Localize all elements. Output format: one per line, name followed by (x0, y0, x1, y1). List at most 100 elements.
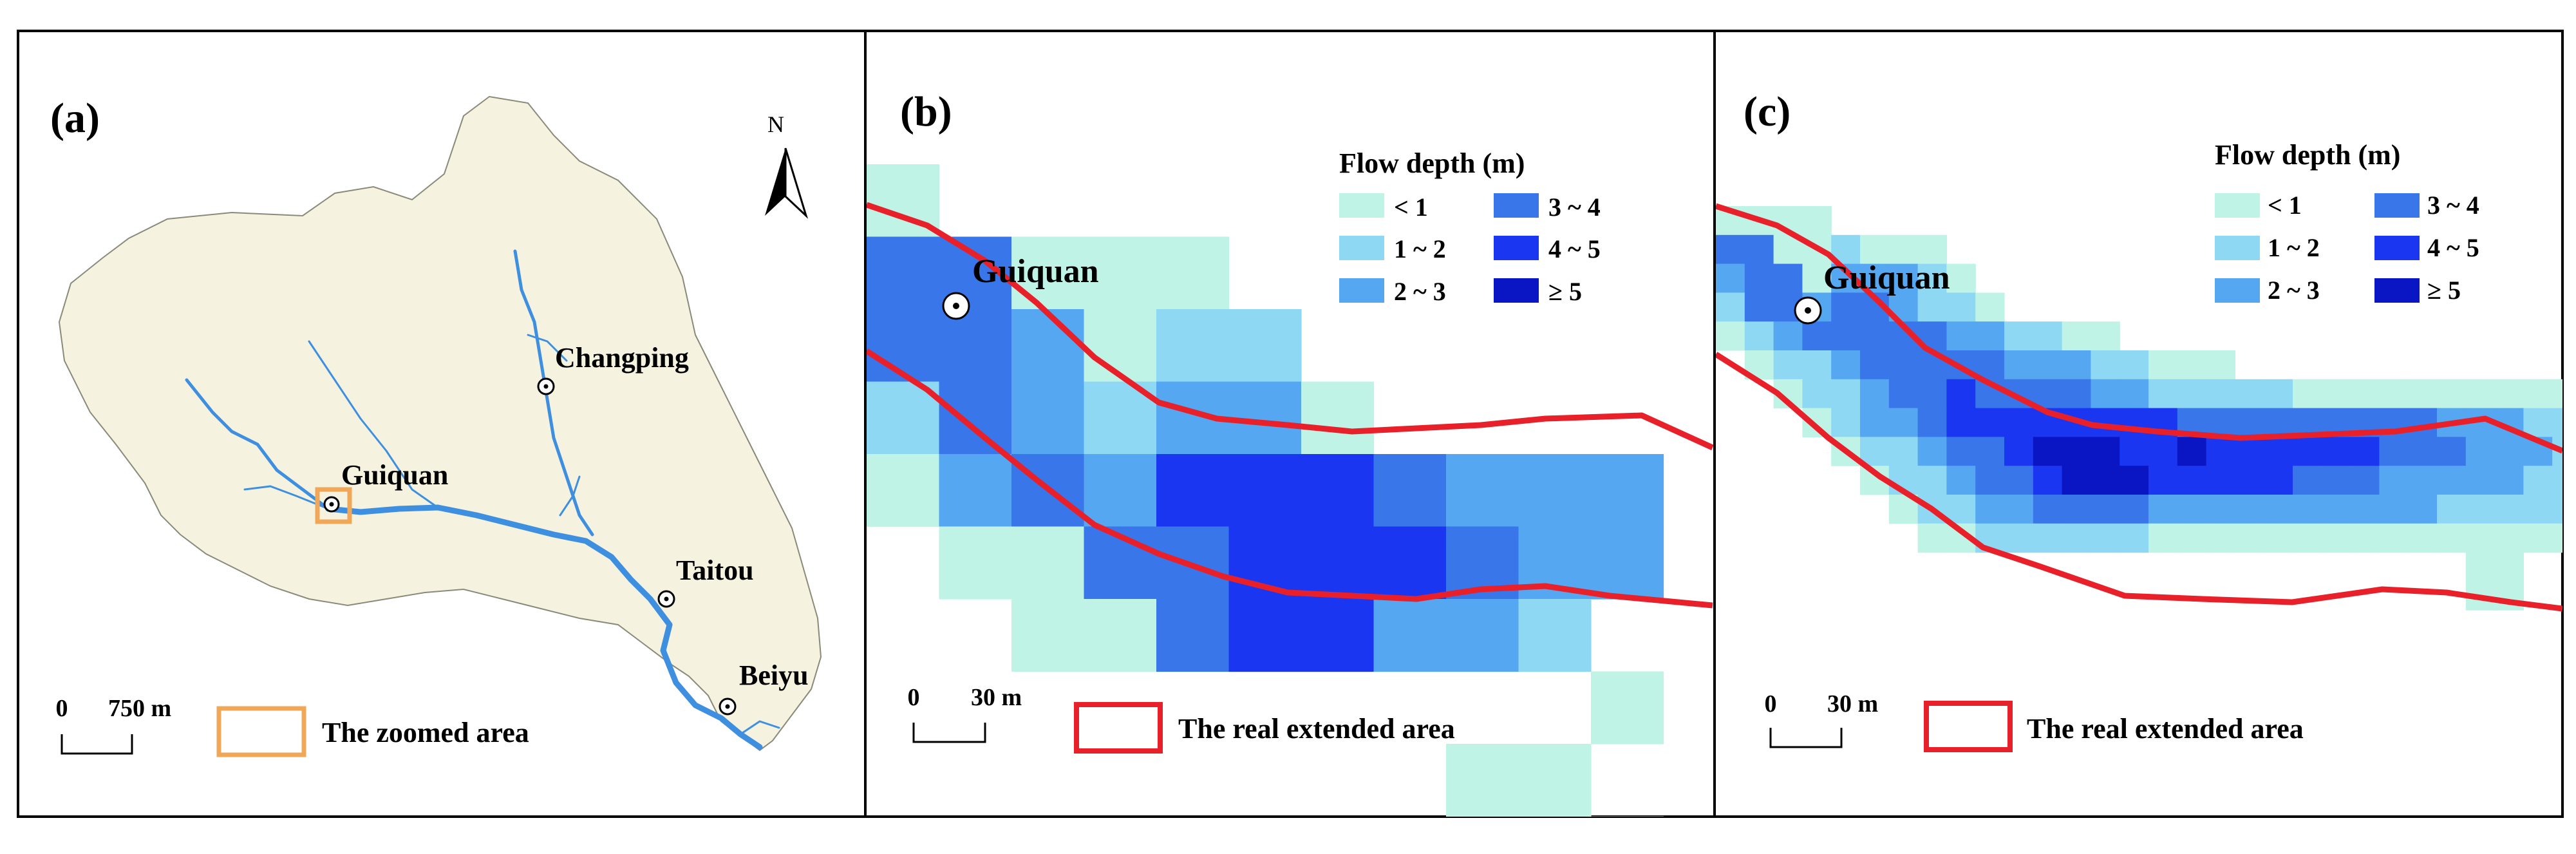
flow-depth-c-cell (2004, 495, 2034, 524)
flow-depth-c-cell (1831, 321, 1861, 351)
flow-depth-c-cell (1744, 234, 1774, 265)
flow-depth-c-cell (2494, 466, 2524, 495)
tributary-mid (559, 475, 581, 517)
flow-depth-c-cell (1975, 466, 2005, 495)
panel-b-label: (b) (900, 88, 952, 135)
extent-legend-label: The real extended area (1178, 713, 1455, 745)
flow-depth-grid-b (867, 164, 1664, 817)
scale-zero: 0 (56, 695, 68, 722)
flow-depth-c-cell (1888, 437, 1919, 466)
legend-swatch-4-5 (2374, 236, 2420, 260)
north-arrow: N (765, 111, 809, 219)
flow-depth-c-cell (1744, 321, 1774, 351)
tributary-north (527, 334, 568, 362)
flow-depth-b-cell (1011, 381, 1085, 455)
flow-depth-c-cell (2350, 495, 2380, 524)
flow-depth-c-cell (2437, 379, 2467, 409)
flow-depth-b-cell (1373, 599, 1447, 672)
flow-depth-c-cell (1716, 321, 1745, 351)
flow-depth-b-cell (1301, 454, 1375, 527)
station-label-guiquan-b: Guiquan (972, 253, 1099, 290)
flow-depth-c-cell (1946, 321, 1976, 351)
flow-depth-c-cell (2264, 408, 2293, 437)
flow-depth-c-cell (2321, 495, 2351, 524)
flow-depth-c-cell (1802, 350, 1832, 380)
flow-depth-legend-b: Flow depth (m) < 1 1 ~ 2 2 ~ 3 3 ~ 4 4 ~… (1339, 147, 1601, 306)
extent-legend-swatch (1074, 702, 1163, 754)
flow-depth-b-cell (1446, 744, 1519, 817)
legend-label-1-2: 1 ~ 2 (2268, 233, 2320, 262)
station-guiquan-c: Guiquan (1794, 260, 1950, 325)
flow-depth-c-cell (1917, 437, 1947, 466)
flow-depth-c-cell (2120, 466, 2149, 495)
flow-depth-c-cell (2293, 495, 2322, 524)
flow-depth-b-cell (939, 454, 1012, 527)
flow-depth-b-cell (1591, 454, 1664, 527)
station-changping: Changping (537, 342, 689, 395)
flow-depth-c-cell (2321, 437, 2351, 466)
flow-depth-c-cell (1860, 234, 1890, 265)
flow-depth-c-cell (2437, 466, 2467, 495)
flow-depth-c-cell (2379, 379, 2409, 409)
flow-depth-c-cell (2465, 523, 2496, 553)
flow-depth-c-cell (2177, 350, 2207, 380)
flow-depth-c-cell (1716, 263, 1745, 293)
flow-depth-c-cell (2235, 408, 2264, 437)
flow-depth-c-cell (1802, 379, 1832, 409)
real-extent-outline-c-lower (1716, 352, 2562, 612)
station-label-guiquan-c: Guiquan (1823, 260, 1950, 296)
flow-depth-b-cell (1011, 526, 1085, 600)
flow-depth-c-cell (2494, 552, 2524, 582)
tributary-east (739, 720, 780, 735)
flow-depth-c-cell (1860, 437, 1890, 466)
flow-depth-c-cell (1946, 292, 1976, 322)
flow-depth-c-cell (2206, 408, 2235, 437)
flow-depth-c-cell (2091, 523, 2120, 553)
flow-depth-c-cell (2379, 437, 2409, 466)
flow-depth-c-cell (1975, 408, 2005, 437)
zoomed-area-legend-label: The zoomed area (322, 717, 529, 748)
station-guiquan-b: Guiquan (942, 253, 1099, 320)
flow-depth-c-cell (2321, 523, 2351, 553)
flow-depth-c-cell (2552, 437, 2562, 466)
flow-depth-c-cell (1888, 379, 1919, 409)
real-extent-outline-b-lower (867, 348, 1713, 609)
flow-depth-c-cell (2437, 523, 2467, 553)
flow-depth-b-cell (1301, 526, 1375, 600)
flow-depth-b-cell (1228, 599, 1302, 672)
flow-depth-c-cell (2004, 523, 2034, 553)
flow-depth-c-cell (2177, 437, 2207, 466)
flow-depth-c-cell (1716, 234, 1745, 265)
flow-depth-c-cell (1975, 350, 2005, 380)
flow-depth-c-cell (2523, 523, 2553, 553)
flow-depth-c-cell (2004, 466, 2034, 495)
flow-depth-c-cell (2033, 495, 2063, 524)
flow-depth-c-cell (2091, 466, 2120, 495)
flow-depth-b-cell (1446, 599, 1519, 672)
flow-depth-c-cell (2148, 350, 2178, 380)
flow-depth-c-cell (2408, 408, 2438, 437)
flow-depth-c-cell (2408, 379, 2438, 409)
flow-depth-c-cell (1744, 263, 1774, 293)
legend-label-ge5: ≥ 5 (1548, 277, 1582, 306)
flow-depth-b-cell (1084, 454, 1157, 527)
legend-swatch-1-2 (2215, 236, 2260, 260)
flow-depth-c-cell (2033, 350, 2063, 380)
flow-depth-c-cell (1917, 292, 1947, 322)
flow-depth-b-cell (1011, 309, 1085, 383)
tributary-changping (513, 249, 594, 536)
flow-depth-b-cell (1156, 599, 1230, 672)
legend-label-2-3: 2 ~ 3 (2268, 276, 2320, 305)
flow-depth-c-cell (2437, 495, 2467, 524)
panel-b: (b) Guiquan Flow depth (m) < 1 1 ~ 2 2 ~… (867, 88, 1713, 817)
legend-label-ge5: ≥ 5 (2427, 276, 2461, 305)
flow-depth-c-cell (2523, 379, 2553, 409)
panel-c: (c) Guiquan Flow depth (m) < 1 1 ~ 2 2 ~… (1716, 88, 2562, 752)
flow-depth-c-cell (1917, 466, 1947, 495)
flow-depth-c-cell (2091, 379, 2120, 409)
tributary-west (185, 378, 330, 511)
legend-swatch-3-4 (1494, 193, 1539, 218)
flow-depth-c-cell (1831, 379, 1861, 409)
legend-title: Flow depth (m) (1339, 147, 1525, 179)
